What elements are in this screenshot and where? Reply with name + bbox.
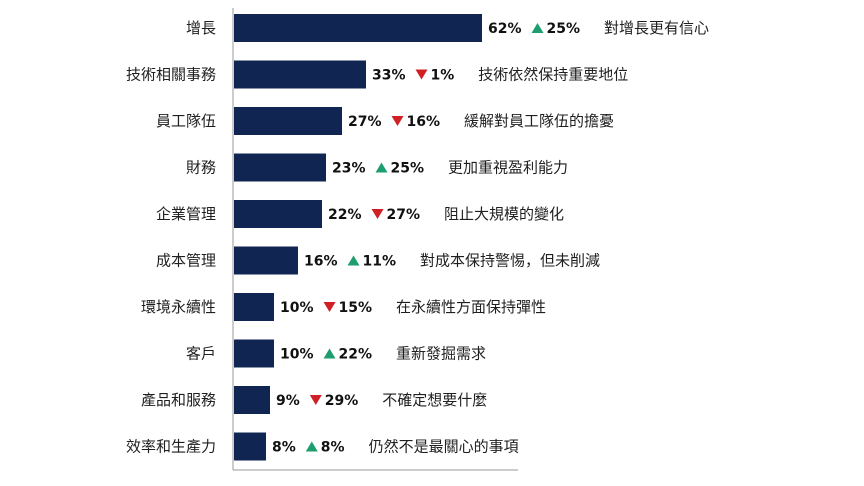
bar xyxy=(234,293,274,321)
change-label: 22% xyxy=(339,347,373,363)
change-label: 29% xyxy=(325,393,359,409)
annotation-note: 重新發掘需求 xyxy=(396,345,486,363)
category-label: 客戶 xyxy=(186,345,216,363)
annotation-note: 阻止大規模的變化 xyxy=(444,205,564,223)
triangle-up-icon xyxy=(375,162,388,173)
value-label: 10% xyxy=(280,347,314,363)
change-label: 25% xyxy=(547,21,581,37)
bar xyxy=(234,386,270,414)
annotation-note: 仍然不是最關心的事項 xyxy=(369,438,519,456)
change-label: 8% xyxy=(321,440,345,456)
bar-annotations: 62% 25% 對增長更有信心 33% 1% 技術依然保持重要地位 27% 16% 緩解對員工隊… xyxy=(272,19,709,456)
triangle-up-icon xyxy=(347,255,360,266)
value-label: 9% xyxy=(276,393,300,409)
bar xyxy=(234,432,266,461)
category-label: 效率和生產力 xyxy=(126,438,216,456)
value-label: 22% xyxy=(328,207,362,223)
category-label: 財務 xyxy=(186,159,216,177)
bar xyxy=(234,14,482,42)
triangle-down-icon xyxy=(415,69,428,80)
change-label: 11% xyxy=(363,254,397,270)
bar xyxy=(234,200,322,228)
value-label: 16% xyxy=(304,254,338,270)
change-label: 1% xyxy=(431,68,455,84)
bar xyxy=(234,246,298,275)
value-label: 27% xyxy=(348,114,382,130)
bar xyxy=(234,153,326,182)
bar xyxy=(234,107,342,135)
annotation-note: 在永續性方面保持彈性 xyxy=(396,298,546,316)
category-label: 企業管理 xyxy=(156,205,216,223)
annotation-note: 對成本保持警惕，但未削減 xyxy=(420,252,600,270)
triangle-down-icon xyxy=(391,116,404,126)
category-label: 增長 xyxy=(186,19,216,37)
annotation-note: 技術依然保持重要地位 xyxy=(478,66,628,84)
annotation-note: 對增長更有信心 xyxy=(604,19,709,37)
triangle-up-icon xyxy=(305,441,318,452)
value-label: 33% xyxy=(372,68,406,84)
change-label: 25% xyxy=(391,161,425,177)
bars xyxy=(234,14,482,461)
category-label: 環境永續性 xyxy=(141,298,216,316)
value-label: 8% xyxy=(272,440,296,456)
value-label: 23% xyxy=(332,161,366,177)
change-label: 16% xyxy=(407,114,441,130)
bar xyxy=(234,60,366,89)
category-label: 技術相關事務 xyxy=(126,66,216,84)
change-label: 27% xyxy=(387,207,421,223)
bar xyxy=(234,339,274,368)
triangle-up-icon xyxy=(531,23,544,33)
category-label: 成本管理 xyxy=(156,252,216,270)
category-label: 產品和服務 xyxy=(141,391,216,409)
annotation-note: 更加重視盈利能力 xyxy=(448,159,568,177)
value-label: 62% xyxy=(488,21,522,37)
triangle-down-icon xyxy=(371,209,384,219)
annotation-note: 不確定想要什麼 xyxy=(382,391,487,409)
annotation-note: 緩解對員工隊伍的擔憂 xyxy=(464,112,614,130)
value-label: 10% xyxy=(280,300,314,316)
triangle-down-icon xyxy=(309,395,322,405)
triangle-down-icon xyxy=(323,302,336,312)
triangle-up-icon xyxy=(323,348,336,359)
change-label: 15% xyxy=(339,300,373,316)
category-label: 員工隊伍 xyxy=(156,112,216,130)
